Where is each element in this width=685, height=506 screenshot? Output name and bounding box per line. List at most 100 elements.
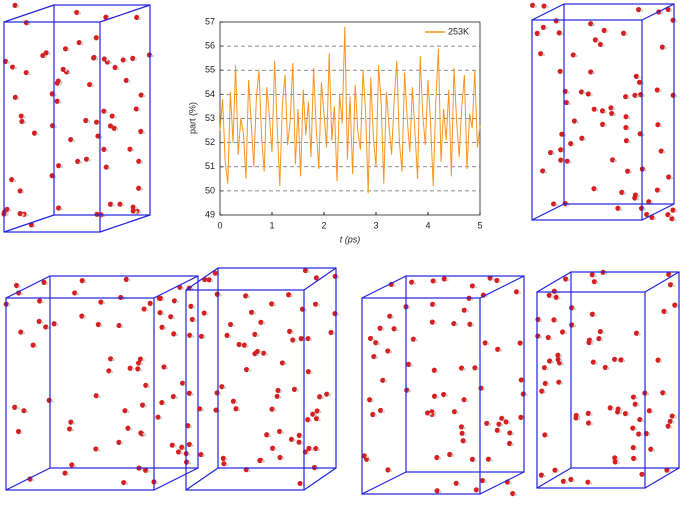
water-molecule (184, 459, 190, 465)
water-molecule (288, 436, 295, 442)
water-molecule (579, 135, 585, 141)
hydrogen (509, 481, 512, 485)
water-molecule (297, 480, 303, 487)
water-molecule (499, 415, 505, 421)
hydrogen (410, 364, 413, 367)
water-molecule (551, 288, 557, 294)
hydrogen (140, 187, 143, 191)
water-molecule (451, 409, 458, 415)
hydrogen (116, 67, 120, 70)
hydrogen (634, 427, 638, 431)
hydrogen (159, 416, 163, 420)
hydrogen (499, 349, 503, 352)
water-molecule (615, 406, 621, 412)
hydrogen (573, 324, 577, 328)
water-molecule (469, 456, 476, 462)
water-molecule (305, 369, 311, 375)
water-molecule (585, 479, 591, 485)
hydrogen (627, 116, 631, 119)
water-molecule (553, 18, 559, 24)
water-molecule (171, 331, 177, 337)
water-molecule (608, 105, 614, 111)
water-molecule (473, 487, 480, 493)
x-tick-label: 2 (321, 220, 326, 230)
water-molecule (553, 294, 559, 300)
box-back (53, 4, 151, 216)
water-molecule (189, 316, 195, 323)
water-molecule (535, 316, 541, 323)
hydrogen (567, 278, 570, 282)
hydrogen (108, 166, 111, 170)
water-molecule (287, 328, 293, 334)
water-molecule (623, 94, 629, 100)
water-molecule (296, 432, 302, 438)
hydrogen (281, 431, 284, 434)
water-molecule (252, 331, 258, 337)
water-molecule (107, 201, 114, 207)
hydrogen (110, 370, 114, 374)
hydrogen (67, 48, 70, 52)
water-molecule (596, 336, 602, 342)
water-molecule (313, 275, 320, 281)
water-molecule (558, 147, 564, 153)
hydrogen (556, 469, 560, 473)
box-edge (153, 275, 199, 299)
water-molecule (672, 302, 678, 308)
hydrogen (18, 285, 21, 288)
water-molecule (503, 419, 509, 425)
y-tick-label: 57 (205, 16, 215, 26)
hydrogen (381, 327, 385, 331)
hydrogen (550, 295, 554, 298)
hydrogen (590, 342, 594, 345)
water-molecule (257, 457, 263, 464)
hydrogen (395, 328, 399, 332)
hydrogen (642, 94, 645, 97)
water-molecule (18, 329, 24, 335)
water-molecule (546, 292, 552, 298)
hydrogen (106, 58, 109, 62)
hydrogen (278, 396, 282, 399)
hydrogen (115, 127, 119, 131)
hydrogen (14, 66, 17, 70)
water-molecule (485, 456, 492, 462)
water-molecule (636, 431, 642, 437)
hydrogen (538, 33, 542, 36)
box-edge (644, 271, 680, 293)
hydrogen (180, 451, 183, 455)
water-molecule (630, 394, 637, 400)
hydrogen (304, 308, 307, 312)
hydrogen (619, 408, 623, 412)
water-molecule (578, 89, 585, 95)
water-molecule (197, 406, 203, 412)
hydrogen (50, 400, 54, 403)
hydrogen (463, 367, 466, 371)
hydrogen (544, 170, 547, 174)
water-molecule (559, 131, 565, 137)
hydrogen (279, 390, 283, 393)
hydrogen (546, 434, 550, 438)
hydrogen (612, 107, 616, 111)
water-molecule (143, 467, 149, 473)
water-molecule (277, 454, 283, 461)
water-molecule (373, 340, 379, 346)
hydrogen (53, 93, 57, 97)
water-molecule (552, 467, 558, 473)
box-edge (644, 467, 680, 489)
water-molecule (313, 415, 320, 422)
hydrogen (474, 459, 477, 462)
water-molecule (19, 118, 25, 125)
water-molecule (588, 69, 594, 75)
hydrogen (253, 312, 256, 315)
hydrogen (142, 94, 146, 98)
hydrogen (637, 194, 640, 198)
hydrogen (142, 358, 145, 362)
hydrogen (13, 179, 16, 182)
hydrogen (393, 284, 396, 287)
water-molecule (430, 278, 436, 284)
hydrogen (674, 94, 678, 98)
hydrogen (525, 393, 528, 397)
hydrogen (27, 72, 31, 75)
hydrogen (438, 457, 442, 460)
water-molecule (405, 361, 412, 367)
hydrogen (332, 332, 336, 335)
